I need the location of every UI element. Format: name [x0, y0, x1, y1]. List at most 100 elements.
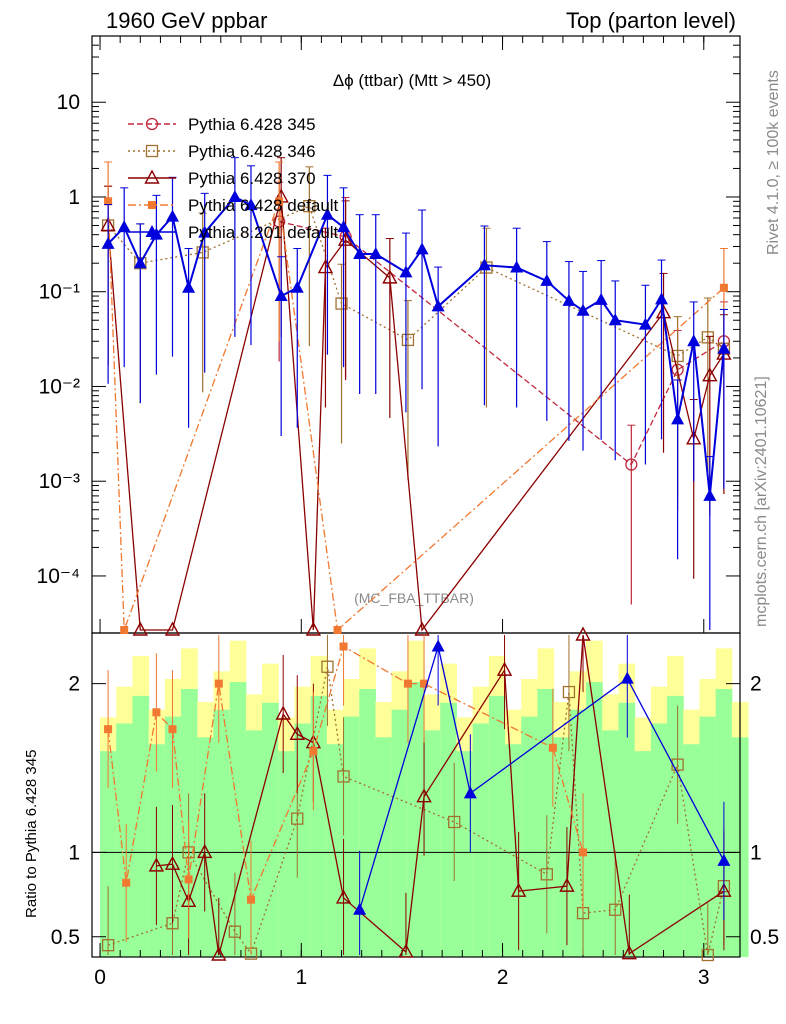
ratio-point: [420, 679, 429, 688]
data-point: [703, 488, 717, 501]
data-point: [401, 333, 415, 347]
legend-marker: [148, 201, 156, 209]
ratio-point: [211, 946, 227, 961]
data-point: [101, 236, 115, 249]
ratio-point: [228, 925, 242, 938]
data-point: [117, 220, 131, 233]
ratio-y-tick-label: 0.5: [51, 926, 80, 949]
data-point: [671, 412, 685, 425]
green-band: [456, 751, 474, 957]
ratio-y-tick-label-right: 0.5: [750, 926, 779, 949]
green-band: [278, 751, 295, 957]
data-point: [399, 265, 413, 278]
green-band: [521, 716, 538, 957]
green-band: [310, 695, 328, 957]
data-point: [182, 280, 196, 293]
data-point: [120, 626, 129, 634]
y-tick-label: 10⁻³: [39, 470, 80, 493]
green-band: [148, 744, 166, 957]
green-band: [618, 702, 636, 957]
data-point: [687, 334, 701, 347]
ratio-point: [337, 770, 350, 783]
legend-marker: [144, 169, 160, 184]
ratio-point: [559, 877, 575, 892]
green-band: [100, 751, 117, 957]
legend-item: Pythia 6.428 346: [128, 142, 316, 161]
data-point: [244, 198, 258, 211]
mcplots-label: mcplots.cern.ch [arXiv:2401.10621]: [753, 376, 770, 627]
data-point: [717, 341, 731, 354]
ratio-point: [717, 853, 731, 866]
ratio-y-axis-label: Ratio to Pythia 6.428 345: [23, 750, 40, 918]
ratio-point: [164, 855, 181, 870]
ratio-point: [671, 758, 684, 771]
data-point: [625, 458, 638, 471]
x-tick-label: 3: [698, 966, 710, 989]
green-band: [375, 737, 393, 957]
green-band: [116, 723, 133, 957]
data-point: [576, 303, 590, 316]
ratio-point: [609, 903, 622, 916]
data-point: [594, 292, 608, 305]
data-point: [477, 258, 491, 271]
legend-item: Pythia 8.201 default: [128, 223, 339, 242]
y-tick-label: 10⁻¹: [39, 281, 80, 304]
data-point: [198, 225, 212, 238]
green-band: [667, 695, 684, 957]
data-point: [701, 331, 714, 344]
data-point: [719, 283, 728, 292]
y-tick-label: 10: [57, 91, 80, 114]
ratio-point: [448, 815, 461, 829]
ratio-point: [148, 857, 165, 872]
ratio-point: [289, 725, 305, 740]
ratio-point: [335, 889, 352, 904]
green-band: [505, 744, 522, 957]
legend-label: Pythia 6.428 370: [188, 169, 316, 188]
green-band: [343, 716, 360, 957]
data-point: [165, 209, 179, 222]
data-point: [275, 197, 284, 206]
ratio-point: [339, 642, 348, 651]
green-band: [262, 702, 279, 957]
data-point: [104, 197, 113, 206]
ratio-point: [403, 679, 412, 688]
data-point: [655, 292, 669, 305]
data-point: [414, 621, 430, 636]
legend-label: Pythia 8.201 default: [188, 223, 339, 242]
legend: Pythia 6.428 345 Pythia 6.428 346 Pythia 6…: [128, 115, 339, 242]
data-point: [510, 260, 524, 273]
data-point: [333, 626, 342, 634]
green-band: [537, 688, 555, 957]
ratio-point: [463, 786, 477, 799]
green-band: [569, 709, 587, 957]
ratio-line: [107, 666, 725, 956]
series-layer: [100, 157, 732, 962]
green-band: [359, 688, 376, 957]
ratio-point: [701, 948, 714, 962]
ratio-point: [152, 708, 161, 717]
data-point: [353, 247, 367, 260]
ratio-point: [184, 875, 193, 884]
data-point: [638, 317, 652, 330]
data-point: [702, 367, 718, 382]
y-tick-label: 10⁻⁴: [37, 565, 80, 588]
data-point: [540, 273, 554, 286]
data-point: [133, 256, 147, 269]
ratio-point: [321, 660, 334, 673]
data-point: [382, 269, 398, 284]
rivet-version-label: Rivet 4.1.0, ≥ 100k events: [765, 70, 782, 255]
y-tick-label: 10⁻²: [39, 375, 80, 398]
ratio-point: [579, 848, 588, 857]
ratio-point: [416, 788, 432, 803]
green-band: [407, 682, 425, 957]
ratio-point: [275, 705, 291, 720]
green-band: [213, 709, 231, 957]
green-band: [294, 723, 312, 957]
ratio-y-tick-label: 2: [68, 673, 80, 696]
green-band: [650, 723, 668, 957]
ratio-point: [562, 685, 576, 699]
ratio-point: [431, 639, 445, 652]
data-point: [274, 289, 288, 302]
data-point: [335, 297, 348, 310]
